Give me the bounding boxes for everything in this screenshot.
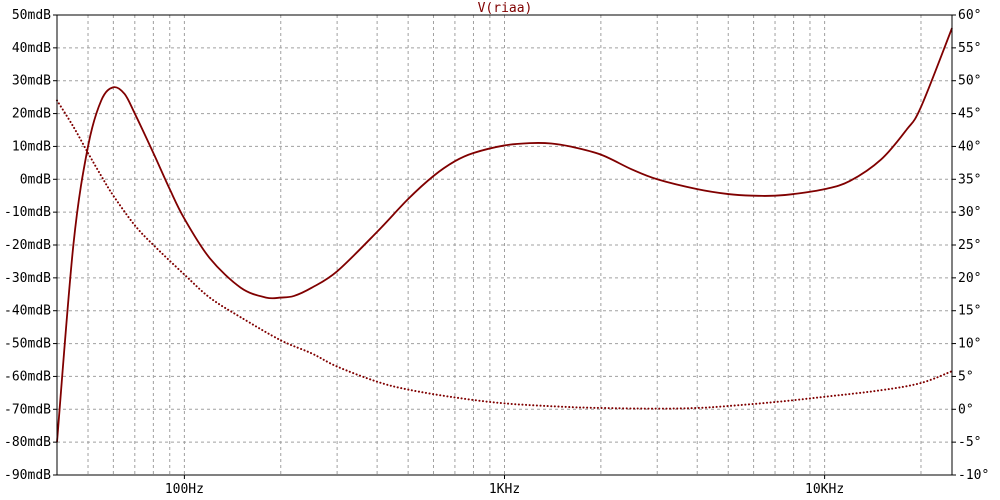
y-tick-label-left: 20mdB	[12, 107, 51, 122]
y-tick-label-left: 0mdB	[20, 172, 51, 187]
plot-area	[56, 27, 953, 443]
phase-series-line	[56, 99, 953, 410]
y-tick-label-right: 20°	[958, 271, 981, 286]
y-tick-label-right: 5°	[958, 369, 974, 384]
y-tick-label-right: 60°	[958, 8, 981, 23]
y-tick-label-left: -60mdB	[4, 369, 51, 384]
y-tick-label-left: 40mdB	[12, 41, 51, 56]
y-tick-label-right: 0°	[958, 402, 974, 417]
y-tick-label-right: 30°	[958, 205, 981, 220]
y-tick-label-right: 45°	[958, 107, 981, 122]
y-tick-label-left: -70mdB	[4, 402, 51, 417]
magnitude-series-line	[56, 27, 953, 443]
y-tick-label-left: 30mdB	[12, 74, 51, 89]
y-tick-label-left: -30mdB	[4, 271, 51, 286]
grid	[57, 15, 952, 475]
y-tick-label-right: 40°	[958, 139, 981, 154]
y-tick-label-left: 10mdB	[12, 139, 51, 154]
y-tick-label-right: -5°	[958, 435, 981, 450]
y-tick-label-left: 50mdB	[12, 8, 51, 23]
y-tick-label-left: -10mdB	[4, 205, 51, 220]
chart-title: V(riaa)	[478, 1, 533, 16]
y-tick-label-left: -90mdB	[4, 468, 51, 483]
y-tick-label-left: -50mdB	[4, 337, 51, 352]
y-tick-label-left: -20mdB	[4, 238, 51, 253]
x-tick-label: 1KHz	[489, 482, 520, 497]
y-tick-label-left: -80mdB	[4, 435, 51, 450]
y-tick-label-right: 35°	[958, 172, 981, 187]
y-tick-label-right: -10°	[958, 468, 989, 483]
y-tick-label-right: 25°	[958, 238, 981, 253]
y-tick-label-right: 55°	[958, 41, 981, 56]
y-tick-label-right: 15°	[958, 304, 981, 319]
y-tick-label-left: -40mdB	[4, 304, 51, 319]
y-tick-label-right: 50°	[958, 74, 981, 89]
x-tick-label: 10KHz	[805, 482, 844, 497]
y-tick-label-right: 10°	[958, 337, 981, 352]
axes: 50mdB 60° 40mdB 55° 30mdB 50° 20mdB 45° 10mdB 40°…	[4, 8, 989, 497]
x-tick-label: 100Hz	[165, 482, 204, 497]
